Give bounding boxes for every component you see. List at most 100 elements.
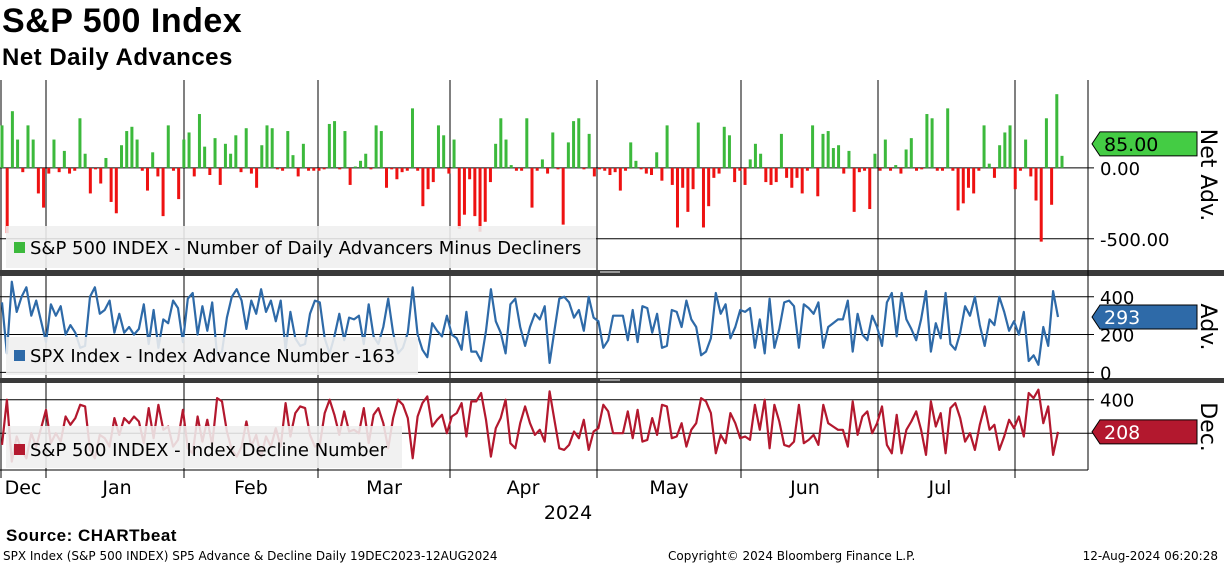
bar <box>125 131 129 168</box>
legend-box <box>6 426 402 468</box>
bar <box>442 135 446 168</box>
y-tick-label: -500.00 <box>1100 230 1169 251</box>
bar <box>535 167 539 171</box>
bar <box>821 133 825 168</box>
bar <box>99 167 103 184</box>
bar <box>369 167 373 170</box>
y-tick-label: 0 <box>1100 363 1111 384</box>
bar <box>613 167 617 173</box>
bar <box>151 152 155 168</box>
bar <box>935 167 939 171</box>
x-year-label: 2024 <box>544 502 592 524</box>
bar <box>0 125 4 168</box>
bar <box>878 167 882 171</box>
bar <box>608 167 612 175</box>
bar <box>831 148 835 168</box>
bar <box>327 123 331 168</box>
bar <box>644 167 648 174</box>
bar <box>177 167 181 200</box>
bar <box>1003 132 1007 168</box>
bar <box>462 167 466 215</box>
bar <box>733 167 737 183</box>
bar <box>598 167 602 170</box>
bar <box>660 167 664 181</box>
bar <box>738 167 742 171</box>
bar <box>36 167 40 194</box>
bar <box>431 167 435 183</box>
bar <box>852 167 856 212</box>
bar <box>956 167 960 211</box>
bar <box>218 167 222 185</box>
bar <box>509 165 513 168</box>
last-value-tag-net-text: 85.00 <box>1104 134 1158 156</box>
bar <box>675 167 679 228</box>
bar <box>982 125 986 168</box>
x-tick-label: Jul <box>928 477 952 499</box>
x-tick-label: Mar <box>366 477 402 499</box>
bar <box>992 167 996 178</box>
bar <box>961 167 965 204</box>
bar <box>826 131 830 168</box>
bar <box>837 145 841 168</box>
bar <box>494 143 498 168</box>
bar <box>114 167 118 214</box>
bar <box>5 167 9 234</box>
footer-description: SPX Index (S&P 500 INDEX) SP5 Advance & … <box>3 549 498 563</box>
y-axis-label: Adv. <box>1195 304 1220 351</box>
bar <box>546 167 550 174</box>
bar <box>426 167 430 190</box>
bar <box>811 125 815 168</box>
bar <box>374 125 378 168</box>
bar <box>26 125 30 168</box>
bar <box>587 133 591 168</box>
bar <box>930 118 934 168</box>
bar <box>946 108 950 168</box>
bar <box>977 167 981 171</box>
bar <box>779 133 783 168</box>
bar <box>457 167 461 229</box>
x-tick-label: Dec <box>5 477 42 499</box>
bar <box>156 167 160 177</box>
bar <box>405 167 409 171</box>
y-axis-label: Dec. <box>1195 402 1220 452</box>
bar <box>556 167 560 170</box>
x-tick-label: Jan <box>101 477 131 499</box>
bar <box>857 167 861 173</box>
bar <box>925 114 929 168</box>
bar <box>379 131 383 168</box>
bar <box>504 139 508 168</box>
bar <box>540 159 544 168</box>
bar <box>244 128 248 168</box>
bar <box>338 167 342 170</box>
bar <box>1013 167 1017 190</box>
bar <box>52 139 56 168</box>
bar <box>759 153 763 168</box>
bar <box>592 167 596 177</box>
bar <box>514 167 518 171</box>
y-tick-label: 200 <box>1100 326 1134 347</box>
bar <box>468 167 472 180</box>
bar <box>42 167 46 208</box>
bar <box>120 145 124 168</box>
bar <box>940 167 944 171</box>
y-tick-label: 400 <box>1100 391 1134 412</box>
bar <box>395 167 399 180</box>
bar <box>296 167 300 177</box>
bar <box>483 167 487 222</box>
bar <box>1024 139 1028 168</box>
bar <box>488 167 492 183</box>
y-axis-label: Net Adv. <box>1195 129 1220 222</box>
bar <box>696 122 700 168</box>
bar <box>868 167 872 210</box>
bar <box>348 167 352 185</box>
bar <box>234 135 238 168</box>
chart-title: S&P 500 Index <box>2 2 243 40</box>
bar <box>624 167 628 171</box>
bar <box>83 153 87 168</box>
bar <box>1034 167 1038 201</box>
bar <box>701 167 705 228</box>
bar <box>525 118 529 168</box>
bar <box>650 167 654 175</box>
bar <box>727 135 731 168</box>
